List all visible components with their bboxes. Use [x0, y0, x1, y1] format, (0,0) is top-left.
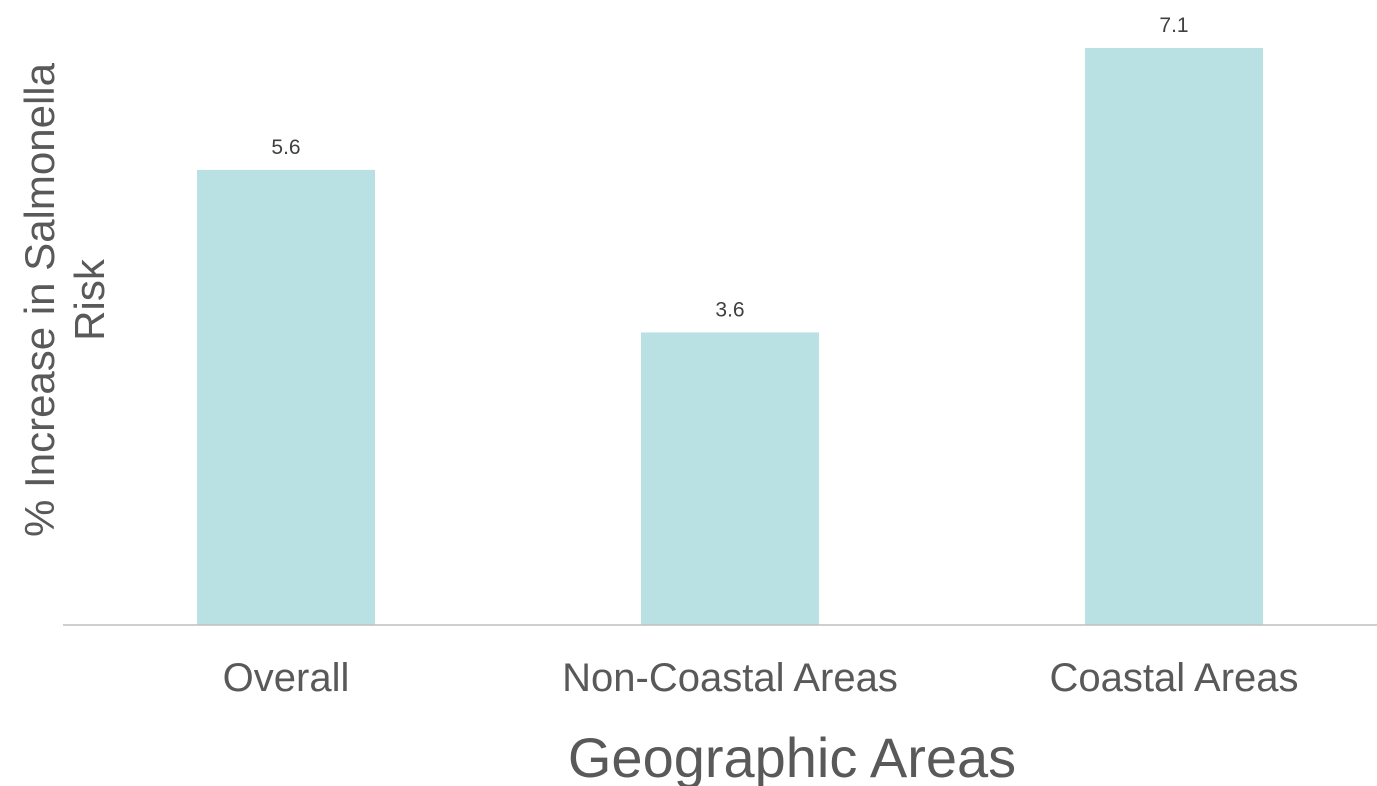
bar-2 [1085, 48, 1263, 625]
bar-1 [641, 332, 819, 625]
bars-group [197, 48, 1263, 625]
x-tick-labels-group: Overall Non-Coastal Areas Coastal Areas [223, 656, 1299, 700]
x-tick-label-0: Overall [223, 656, 350, 700]
data-label-2: 7.1 [1159, 14, 1188, 37]
data-labels-group: 5.6 3.6 7.1 [271, 14, 1188, 321]
y-axis-title-line-1: % Increase in Salmonella [16, 62, 63, 537]
y-axis-title-line-2: Risk [66, 258, 113, 341]
bar-0 [197, 169, 375, 625]
x-tick-label-2: Coastal Areas [1049, 656, 1298, 700]
data-label-1: 3.6 [715, 298, 744, 321]
x-tick-label-1: Non-Coastal Areas [562, 656, 898, 700]
data-label-0: 5.6 [271, 136, 300, 159]
x-axis-title: Geographic Areas [568, 726, 1016, 786]
